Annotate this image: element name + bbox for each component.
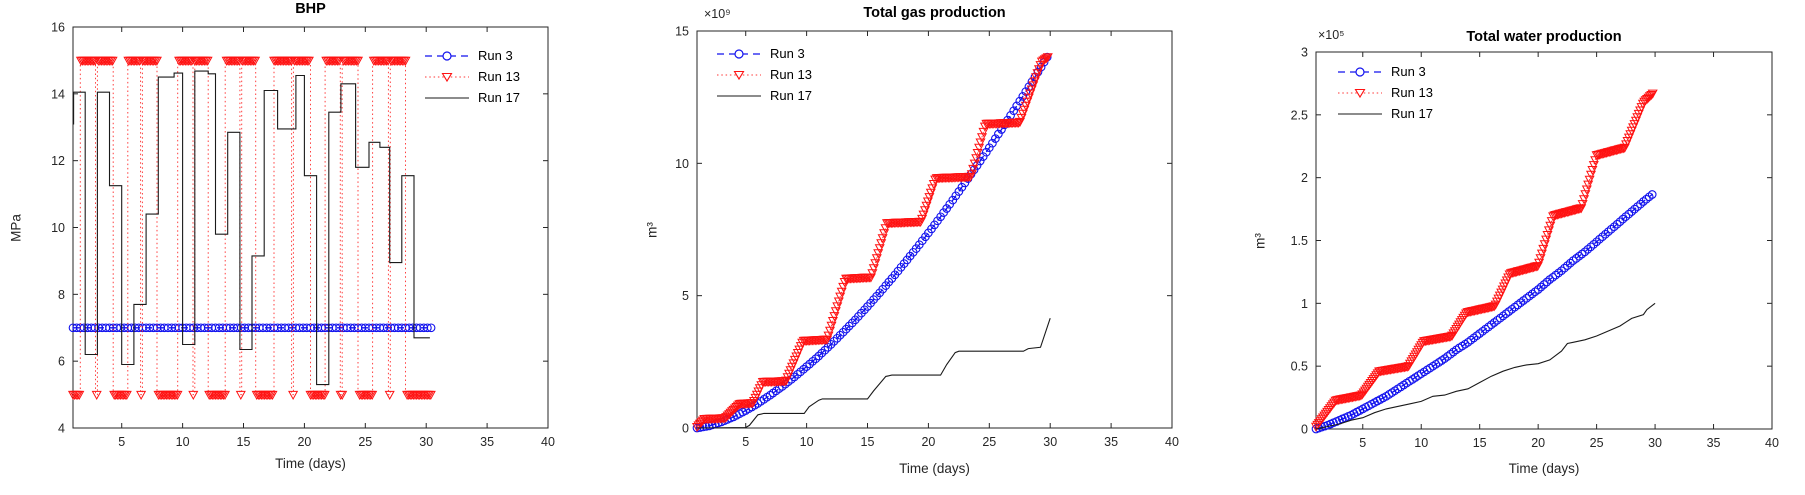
triangle-marker-icon <box>441 72 453 82</box>
water-xaxis-label: Time (days) <box>1508 461 1580 476</box>
svg-text:0.5: 0.5 <box>1291 360 1308 374</box>
circle-marker-icon <box>442 50 452 61</box>
svg-text:5: 5 <box>742 435 749 449</box>
svg-text:16: 16 <box>51 21 65 35</box>
svg-text:2: 2 <box>1301 171 1308 185</box>
svg-text:10: 10 <box>1414 436 1428 450</box>
svg-text:25: 25 <box>1590 436 1604 450</box>
svg-text:35: 35 <box>1104 435 1118 449</box>
bhp-yaxis-label: MPa <box>8 214 24 242</box>
legend-sample-run17 <box>425 96 469 99</box>
legend-label-run13: Run 13 <box>770 67 812 82</box>
gas-yaxis-label: m³ <box>644 222 660 238</box>
legend-item-run13: Run 13 <box>716 67 812 82</box>
svg-text:30: 30 <box>1043 435 1057 449</box>
legend-item-run3: Run 3 <box>424 48 520 63</box>
legend-sample-run17 <box>1338 112 1382 115</box>
svg-text:25: 25 <box>358 435 372 449</box>
legend-sample-run3 <box>717 48 761 59</box>
legend-item-run3: Run 3 <box>1337 64 1433 79</box>
svg-text:4: 4 <box>58 422 65 436</box>
svg-text:14: 14 <box>51 87 65 101</box>
legend-item-run13: Run 13 <box>424 69 520 84</box>
legend-label-run13: Run 13 <box>478 69 520 84</box>
legend-label-run3: Run 3 <box>1391 64 1426 79</box>
svg-text:20: 20 <box>297 435 311 449</box>
legend-sample-run13 <box>425 72 469 82</box>
water-exponent-label: ×10⁵ <box>1318 28 1345 42</box>
svg-text:35: 35 <box>480 435 494 449</box>
legend-item-run17: Run 17 <box>1337 106 1433 121</box>
svg-text:10: 10 <box>800 435 814 449</box>
svg-text:0: 0 <box>1301 423 1308 437</box>
bhp-xaxis-label: Time (days) <box>275 456 346 471</box>
legend-item-run13: Run 13 <box>1337 85 1433 100</box>
svg-text:0: 0 <box>682 422 689 436</box>
svg-text:6: 6 <box>58 355 65 369</box>
svg-text:15: 15 <box>1473 436 1487 450</box>
circle-marker-icon <box>734 48 744 59</box>
svg-text:10: 10 <box>675 157 689 171</box>
legend-item-run17: Run 17 <box>716 88 812 103</box>
svg-text:10: 10 <box>176 435 190 449</box>
svg-text:25: 25 <box>982 435 996 449</box>
legend-label-run3: Run 3 <box>770 46 805 61</box>
svg-text:12: 12 <box>51 154 65 168</box>
legend-item-run17: Run 17 <box>424 90 520 105</box>
svg-text:15: 15 <box>237 435 251 449</box>
svg-text:15: 15 <box>675 25 689 39</box>
svg-text:5: 5 <box>682 289 689 303</box>
gas-title: Total gas production <box>863 5 1006 21</box>
legend-sample-run13 <box>1338 88 1382 98</box>
svg-text:10: 10 <box>51 221 65 235</box>
svg-text:1.5: 1.5 <box>1291 234 1308 248</box>
svg-text:15: 15 <box>861 435 875 449</box>
svg-text:40: 40 <box>1165 435 1179 449</box>
gas-exponent-label: ×10⁹ <box>704 7 731 21</box>
legend-label-run17: Run 17 <box>478 90 520 105</box>
water-yaxis-label: m³ <box>1252 233 1268 249</box>
triangle-marker-icon <box>733 70 745 80</box>
bhp-legend: Run 3 Run 13 Run 17 <box>424 48 520 105</box>
gas-xaxis-label: Time (days) <box>899 461 970 476</box>
circle-marker-icon <box>1355 66 1365 77</box>
svg-text:20: 20 <box>921 435 935 449</box>
svg-text:35: 35 <box>1707 436 1721 450</box>
water-title: Total water production <box>1466 29 1622 45</box>
legend-label-run17: Run 17 <box>770 88 812 103</box>
water-legend: Run 3 Run 13 Run 17 <box>1337 64 1433 121</box>
legend-label-run3: Run 3 <box>478 48 513 63</box>
svg-text:30: 30 <box>419 435 433 449</box>
svg-text:40: 40 <box>1765 436 1779 450</box>
svg-text:3: 3 <box>1301 46 1308 60</box>
svg-text:5: 5 <box>1359 436 1366 450</box>
svg-text:1: 1 <box>1301 297 1308 311</box>
bhp-title: BHP <box>295 1 326 17</box>
legend-sample-run17 <box>717 94 761 97</box>
svg-text:30: 30 <box>1648 436 1662 450</box>
svg-text:5: 5 <box>118 435 125 449</box>
triangle-marker-icon <box>1354 88 1366 98</box>
svg-text:40: 40 <box>541 435 555 449</box>
svg-text:2.5: 2.5 <box>1291 108 1308 122</box>
legend-sample-run13 <box>717 70 761 80</box>
legend-label-run13: Run 13 <box>1391 85 1433 100</box>
legend-sample-run3 <box>1338 66 1382 77</box>
svg-text:20: 20 <box>1531 436 1545 450</box>
legend-sample-run3 <box>425 50 469 61</box>
legend-label-run17: Run 17 <box>1391 106 1433 121</box>
svg-text:8: 8 <box>58 288 65 302</box>
gas-legend: Run 3 Run 13 Run 17 <box>716 46 812 103</box>
legend-item-run3: Run 3 <box>716 46 812 61</box>
